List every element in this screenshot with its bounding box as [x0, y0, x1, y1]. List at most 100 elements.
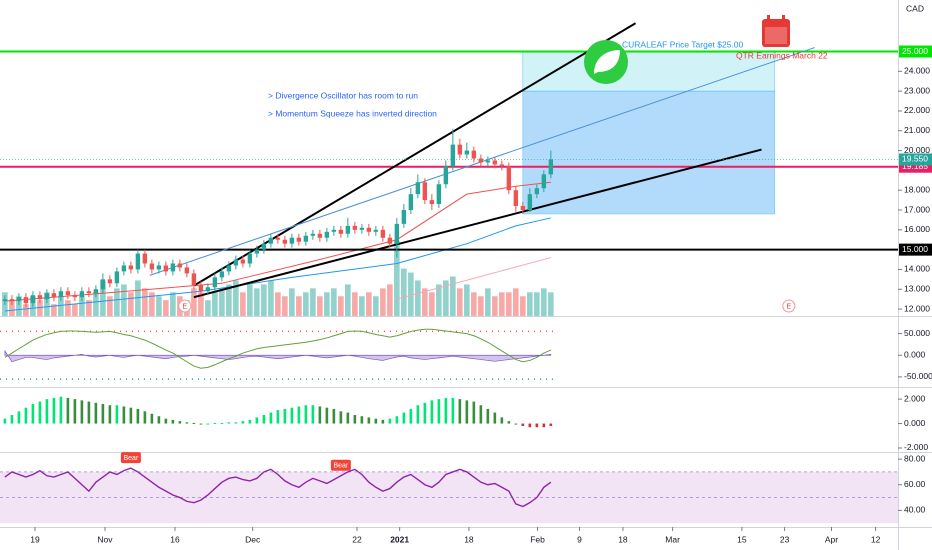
candle-body: [464, 150, 470, 155]
squeeze-bar: [45, 399, 49, 424]
squeeze-bar: [374, 418, 378, 424]
squeeze-bar: [164, 418, 168, 424]
calendar-body: [762, 19, 790, 47]
currency: CAD: [906, 3, 924, 13]
squeeze-bar: [332, 408, 336, 424]
note: > Divergence Oscillator has room to run: [268, 90, 418, 100]
volume-bar: [527, 292, 533, 316]
candle-body: [121, 265, 127, 272]
volume-bar: [492, 296, 498, 316]
trend-line: [193, 148, 762, 299]
y-tick-label: 0.000: [904, 349, 926, 359]
squeeze-bar: [80, 400, 84, 424]
squeeze-bar: [346, 412, 350, 424]
squeeze-bar: [150, 413, 154, 424]
volume-bar: [331, 288, 337, 316]
volume-bar: [345, 284, 351, 316]
candle-body: [268, 237, 274, 244]
candle-body: [58, 291, 64, 298]
volume-bar: [9, 300, 15, 316]
volume-bar: [380, 288, 386, 316]
volume-bar: [457, 288, 463, 316]
squeeze-bar: [444, 397, 448, 424]
volume-bar: [156, 296, 162, 316]
y-tick-label: 23.000: [904, 85, 930, 95]
squeeze-bar: [388, 418, 392, 424]
note: > Momentum Squeeze has inverted directio…: [268, 108, 437, 118]
bear-signal-box: [330, 459, 351, 471]
volume-bar: [338, 296, 344, 316]
volume-bar: [121, 284, 127, 316]
x-tick-label: 16: [170, 534, 180, 544]
x-tick-label: 2021: [390, 534, 409, 544]
squeeze-bar: [213, 422, 217, 424]
x-tick-label: 15: [737, 534, 747, 544]
volume-bar: [471, 292, 477, 316]
squeeze-bar: [122, 406, 126, 424]
squeeze-bar: [178, 421, 182, 424]
squeeze-bar: [66, 397, 70, 424]
volume-bar: [352, 292, 358, 316]
candle-body: [478, 158, 484, 163]
candle-body: [310, 233, 316, 236]
volume-bar: [191, 288, 197, 316]
volume-bar: [436, 284, 442, 316]
candle-body: [128, 265, 134, 270]
volume-bar: [170, 292, 176, 316]
squeeze-bar: [458, 399, 462, 424]
candle-body: [191, 273, 197, 286]
squeeze-bar: [430, 400, 434, 424]
y-tick-label: 22.000: [904, 105, 930, 115]
candle-body: [219, 271, 225, 278]
volume-bar: [478, 296, 484, 316]
volume-bar: [415, 280, 421, 316]
volume-bar: [51, 304, 57, 316]
candle-body: [93, 289, 99, 294]
squeeze-bar: [500, 417, 504, 424]
squeeze-bar: [276, 410, 280, 424]
calendar-ring: [782, 15, 785, 22]
candle-body: [408, 194, 414, 211]
candle-body: [331, 229, 337, 232]
candle-body: [37, 295, 43, 300]
y-tick-label: 50.000: [904, 328, 930, 338]
squeeze-bar: [360, 416, 364, 424]
squeeze-bar: [3, 418, 7, 424]
squeeze-bar: [318, 406, 322, 424]
candle-body: [366, 227, 372, 232]
x-tick-label: 23: [780, 534, 790, 544]
candle-body: [485, 160, 491, 163]
candle-body: [506, 166, 512, 191]
candle-body: [212, 277, 218, 288]
volume-bar: [275, 292, 281, 316]
candle-body: [86, 291, 92, 294]
rsi-line: [4, 467, 552, 508]
volume-bar: [268, 280, 274, 316]
squeeze-bar: [437, 399, 441, 424]
candle-body: [429, 200, 435, 205]
y-tick-label: 17.000: [904, 204, 930, 214]
volume-bar: [324, 292, 330, 316]
squeeze-bar: [493, 412, 497, 424]
squeeze-bar: [59, 396, 63, 424]
squeeze-bar: [528, 423, 532, 428]
volume-bar: [359, 296, 365, 316]
y-tick-label: -50.000: [904, 371, 932, 381]
squeeze-bar: [507, 421, 511, 424]
candle-body: [394, 223, 400, 244]
volume-bar: [506, 292, 512, 316]
squeeze-bar: [472, 401, 476, 424]
squeeze-bar: [297, 406, 301, 424]
level-label: 15.000: [902, 244, 928, 254]
squeeze-bar: [171, 419, 175, 424]
candle-body: [492, 160, 498, 165]
volume-bar: [72, 304, 78, 316]
volume-bar: [310, 288, 316, 316]
squeeze-bar: [409, 408, 413, 424]
level-label: 19.185: [902, 161, 928, 171]
squeeze-bar: [290, 407, 294, 424]
candle-body: [457, 144, 463, 155]
x-tick-label: Apr: [825, 534, 838, 544]
squeeze-bar: [423, 402, 427, 424]
